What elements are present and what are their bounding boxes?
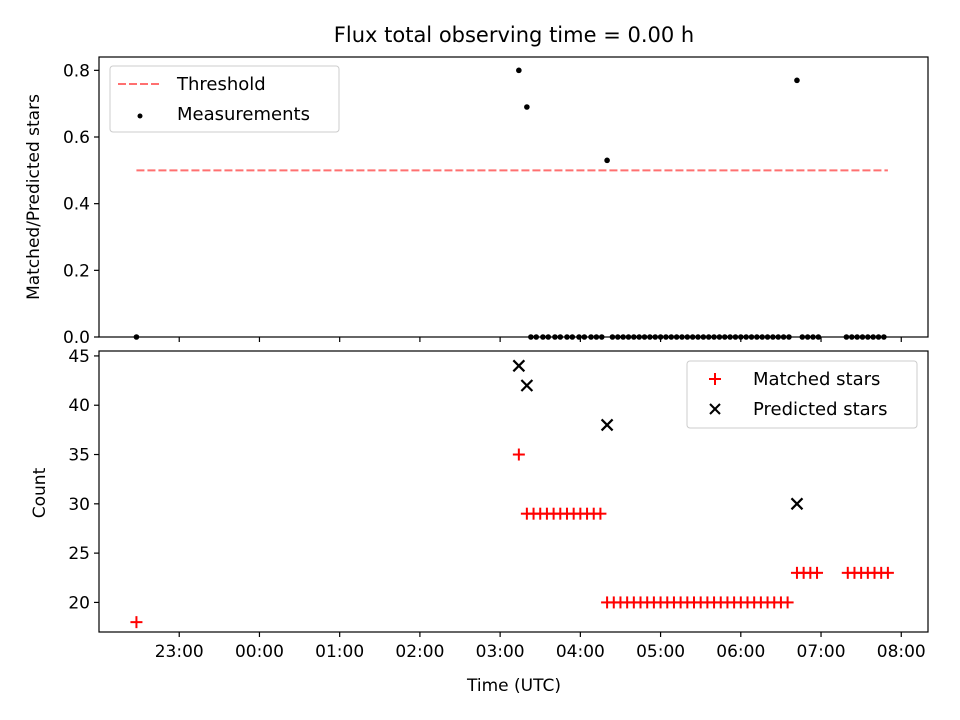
measurements-point xyxy=(524,104,530,110)
matched-stars-point xyxy=(130,616,143,629)
x-tick-label: 05:00 xyxy=(636,642,685,662)
y-tick-label: 0.8 xyxy=(63,61,90,81)
y-tick-label: 45 xyxy=(68,347,90,367)
measurements-point xyxy=(604,157,610,164)
x-tick-label: 23:00 xyxy=(155,642,204,662)
matched-stars-point xyxy=(881,566,894,579)
top-axes-frame xyxy=(98,56,929,338)
measurements-legend-label: Measurements xyxy=(177,104,310,125)
x-tick-label: 08:00 xyxy=(877,642,926,662)
matched-stars-point xyxy=(512,448,525,461)
predicted-stars-legend-label: Predicted stars xyxy=(753,399,887,420)
measurements-legend-marker xyxy=(137,113,143,119)
y-tick-label: 40 xyxy=(68,396,90,416)
top-y-axis-label: Matched/Predicted stars xyxy=(24,94,44,300)
y-tick-label: 30 xyxy=(68,495,90,515)
predicted-stars-legend-marker xyxy=(709,403,721,415)
matched-stars-point xyxy=(594,507,607,520)
threshold-legend-label: Threshold xyxy=(176,74,266,95)
y-tick-label: 0.4 xyxy=(63,195,90,215)
bottom-axes-frame xyxy=(98,350,929,633)
top-title: Flux total observing time = 0.00 h xyxy=(334,23,694,47)
bottom-x-axis-label: Time (UTC) xyxy=(466,676,561,696)
x-tick-label: 06:00 xyxy=(716,642,765,662)
bottom-panel: Count Time (UTC) 20 25 30 35 40 45 23:00 00:00 0… xyxy=(30,347,929,696)
measurements-point xyxy=(794,77,800,84)
matched-stars-point xyxy=(811,566,824,579)
y-tick-label: 0.6 xyxy=(63,128,90,148)
y-tick-label: 25 xyxy=(68,544,90,564)
x-tick-label: 02:00 xyxy=(395,642,444,662)
matched-stars-legend-marker xyxy=(709,373,721,385)
bottom-ticks: 20 25 30 35 40 45 23:00 00:00 01:00 02:00 03:00 04:… xyxy=(68,347,925,662)
x-tick-label: 00:00 xyxy=(235,642,284,662)
bottom-plot-area xyxy=(130,359,894,629)
top-panel: Flux total observing time = 0.00 h Match… xyxy=(24,23,929,348)
top-ticks: 0.0 0.2 0.4 0.6 0.8 xyxy=(63,61,902,348)
y-tick-label: 20 xyxy=(68,593,90,613)
matched-stars-legend-label: Matched stars xyxy=(753,369,880,390)
x-tick-label: 01:00 xyxy=(315,642,364,662)
predicted-stars-point xyxy=(790,497,804,511)
predicted-stars-point xyxy=(520,379,534,392)
measurements-point xyxy=(516,67,522,74)
x-tick-label: 03:00 xyxy=(476,642,525,662)
bottom-legend-box xyxy=(686,360,918,429)
top-legend: Threshold Measurements xyxy=(109,65,340,133)
predicted-stars-point xyxy=(512,359,526,373)
y-tick-label: 35 xyxy=(68,446,90,466)
top-legend-box xyxy=(109,65,340,133)
matched-stars-point xyxy=(781,596,794,609)
bottom-legend: Matched stars Predicted stars xyxy=(686,360,918,429)
bottom-y-axis-label: Count xyxy=(30,467,50,518)
y-tick-label: 0.0 xyxy=(63,328,90,348)
predicted-stars-point xyxy=(600,418,614,432)
x-tick-label: 04:00 xyxy=(556,642,605,662)
x-tick-label: 07:00 xyxy=(797,642,846,662)
y-tick-label: 0.2 xyxy=(63,261,90,281)
